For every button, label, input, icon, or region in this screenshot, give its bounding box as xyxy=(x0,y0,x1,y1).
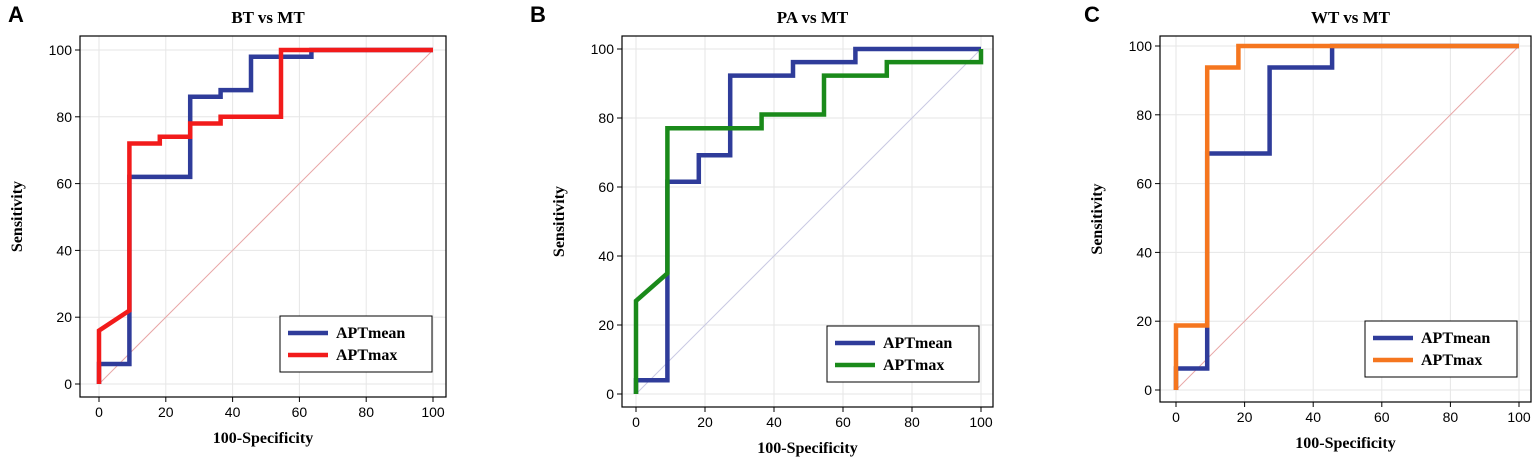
x-tick-label: 80 xyxy=(904,414,920,430)
x-tick-label: 20 xyxy=(697,414,713,430)
panel-b: B PA vs MT 0 20 40 60 80 100 0 20 40 60 80 100 100-Spe… xyxy=(530,2,994,457)
y-tick-label: 60 xyxy=(56,176,72,192)
x-axis-label: 100-Specificity xyxy=(1295,435,1395,452)
x-axis-label: 100-Specificity xyxy=(213,430,313,447)
y-tick-label: 60 xyxy=(1136,176,1152,192)
panel-letter: C xyxy=(1084,2,1100,27)
x-tick-label: 0 xyxy=(95,404,103,420)
chart-title: WT vs MT xyxy=(1311,8,1391,27)
x-tick-label: 80 xyxy=(358,404,374,420)
x-tick-label: 60 xyxy=(835,414,851,430)
y-axis-label: Sensitivity xyxy=(9,181,26,252)
y-tick-label: 20 xyxy=(1136,313,1152,329)
x-tick-label: 40 xyxy=(225,404,241,420)
x-axis-label: 100-Specificity xyxy=(757,440,857,457)
legend-label: APTmean xyxy=(336,325,405,342)
chart-title: BT vs MT xyxy=(231,8,305,27)
y-axis-label: Sensitivity xyxy=(551,186,568,257)
reference-diagonal xyxy=(98,49,434,385)
plot-frame xyxy=(1159,35,1532,403)
y-tick-label: 100 xyxy=(591,41,615,57)
y-tick-label: 80 xyxy=(56,109,72,125)
y-tick-label: 40 xyxy=(56,242,72,258)
panel-a: A BT vs MT 0 20 40 60 80 100 0 20 40 60 80 100 100-Spe… xyxy=(8,2,447,447)
y-tick-label: 100 xyxy=(1129,38,1153,54)
y-tick-label: 80 xyxy=(1136,107,1152,123)
y-tick-label: 40 xyxy=(598,248,614,264)
plot-frame xyxy=(621,35,994,408)
panel-letter: A xyxy=(8,2,24,27)
reference-diagonal xyxy=(635,48,982,395)
y-tick-label: 100 xyxy=(49,42,73,58)
legend-box xyxy=(826,325,980,383)
y-tick-label: 0 xyxy=(606,386,614,402)
y-tick-label: 0 xyxy=(64,376,72,392)
y-tick-label: 80 xyxy=(598,110,614,126)
chart-title: PA vs MT xyxy=(777,8,849,27)
y-tick-label: 60 xyxy=(598,179,614,195)
legend-label: APTmean xyxy=(883,335,952,352)
roc-curve-aptmean xyxy=(633,46,981,394)
y-tick-label: 0 xyxy=(1144,382,1152,398)
legend-label: APTmean xyxy=(1421,330,1490,347)
legend-box xyxy=(279,315,433,373)
roc-curve-aptmax xyxy=(633,49,984,394)
reference-diagonal xyxy=(1175,45,1520,391)
x-tick-label: 40 xyxy=(1305,409,1321,425)
x-tick-label: 60 xyxy=(292,404,308,420)
plot-frame xyxy=(79,35,447,398)
legend-label: APTmax xyxy=(883,357,944,374)
roc-curve-aptmax xyxy=(1173,43,1519,390)
y-axis-label: Sensitivity xyxy=(1089,183,1106,254)
roc-curve-aptmean xyxy=(96,47,433,384)
x-tick-label: 60 xyxy=(1374,409,1390,425)
x-tick-label: 100 xyxy=(969,414,993,430)
x-tick-label: 40 xyxy=(766,414,782,430)
x-tick-label: 100 xyxy=(1507,409,1531,425)
y-tick-label: 20 xyxy=(598,317,614,333)
panel-c: C WT vs MT 0 20 40 60 80 100 0 20 40 60 80 100 100-Spe… xyxy=(1084,2,1532,452)
legend-label: APTmax xyxy=(1421,352,1482,369)
legend-label: APTmax xyxy=(336,347,397,364)
y-tick-label: 20 xyxy=(56,309,72,325)
x-tick-label: 0 xyxy=(632,414,640,430)
legend-box xyxy=(1364,320,1518,378)
x-tick-label: 0 xyxy=(1172,409,1180,425)
x-tick-label: 80 xyxy=(1443,409,1459,425)
roc-curve-aptmax xyxy=(96,47,433,384)
panel-letter: B xyxy=(530,2,546,27)
x-tick-label: 20 xyxy=(1237,409,1253,425)
x-tick-label: 20 xyxy=(158,404,174,420)
roc-curve-aptmean xyxy=(1173,43,1519,390)
y-tick-label: 40 xyxy=(1136,244,1152,260)
x-tick-label: 100 xyxy=(421,404,445,420)
